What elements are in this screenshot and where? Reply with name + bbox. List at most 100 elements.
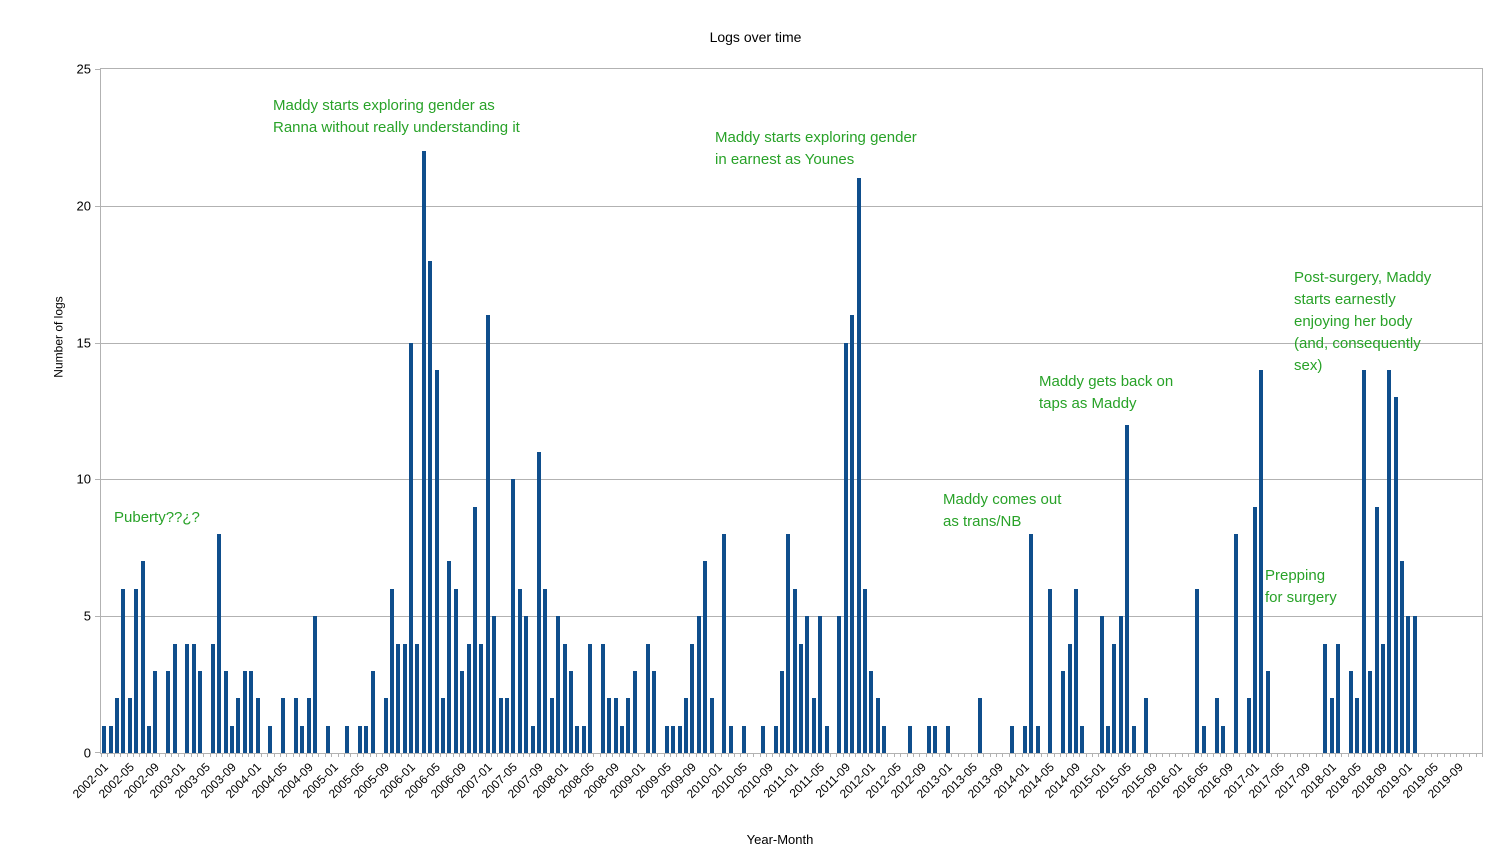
x-axis-tick (522, 753, 524, 757)
x-axis-tick (1162, 753, 1164, 757)
bar (1406, 616, 1411, 753)
bar (479, 643, 484, 753)
x-axis-tick (1194, 753, 1196, 757)
x-axis-tick (606, 753, 608, 757)
x-axis-tick (356, 753, 358, 757)
x-axis-tick (1398, 753, 1400, 757)
bar (447, 561, 452, 753)
bar (703, 561, 708, 753)
bar (1355, 698, 1360, 753)
x-axis-tick (1111, 753, 1113, 757)
y-tick-label: 10 (76, 471, 91, 487)
x-axis-tick (1066, 753, 1068, 757)
x-axis-tick (682, 753, 684, 757)
x-axis-tick (1302, 753, 1304, 757)
y-tick-label: 0 (83, 745, 91, 761)
x-axis-tick (497, 753, 499, 757)
bar (325, 725, 330, 753)
x-axis-tick (580, 753, 582, 757)
x-axis-tick (254, 753, 256, 757)
x-axis-tick (944, 753, 946, 757)
x-axis-tick (1136, 753, 1138, 757)
bar (1125, 424, 1130, 753)
bar (632, 670, 637, 753)
x-axis-tick (1277, 753, 1279, 757)
x-axis-tick (727, 753, 729, 757)
x-axis-tick (650, 753, 652, 757)
x-axis-tick (964, 753, 966, 757)
x-axis-tick (1207, 753, 1209, 757)
x-axis-tick (1360, 753, 1362, 757)
gridline (101, 479, 1482, 481)
y-axis-tick (95, 205, 101, 207)
x-axis-tick (318, 753, 320, 757)
x-axis-tick (561, 753, 563, 757)
x-axis-tick (1015, 753, 1017, 757)
bar (242, 670, 247, 753)
y-tick-label: 15 (76, 335, 91, 351)
bar (1246, 698, 1251, 753)
x-axis-tick (676, 753, 678, 757)
x-axis-tick (701, 753, 703, 757)
x-axis-tick (849, 753, 851, 757)
x-axis-tick (1079, 753, 1081, 757)
y-axis-tick (95, 342, 101, 344)
x-axis-tick (1373, 753, 1375, 757)
x-axis-tick (618, 753, 620, 757)
bar (875, 698, 880, 753)
bar (473, 506, 478, 753)
bar (504, 698, 509, 753)
x-axis-tick (1264, 753, 1266, 757)
bar (907, 725, 912, 753)
x-axis-tick (1028, 753, 1030, 757)
x-axis-tick (1008, 753, 1010, 757)
bar (409, 342, 414, 753)
bar (1368, 670, 1373, 753)
bar (933, 725, 938, 753)
y-axis-title: Number of logs (51, 296, 66, 378)
bar (140, 561, 145, 753)
x-axis-tick (177, 753, 179, 757)
x-axis-tick (1232, 753, 1234, 757)
bar (978, 698, 983, 753)
bar (498, 698, 503, 753)
x-axis-tick (363, 753, 365, 757)
x-axis-tick (132, 753, 134, 757)
y-axis-tick (95, 752, 101, 753)
bar (779, 670, 784, 753)
bar (1035, 725, 1040, 753)
bar (1253, 506, 1258, 753)
x-axis-tick (1315, 753, 1317, 757)
x-axis-tick (1085, 753, 1087, 757)
chart-title: Logs over time (709, 29, 802, 45)
bar (722, 534, 727, 753)
bar (728, 725, 733, 753)
x-axis-tick (804, 753, 806, 757)
plot-area: 0 5 10 15 20 25 2002-01 2002-05 2002-09 2003-01 20… (70, 62, 1483, 801)
x-axis-tick (510, 753, 512, 757)
x-axis-tick (586, 753, 588, 757)
x-axis-tick (1117, 753, 1119, 757)
bar (370, 670, 375, 753)
bar (268, 725, 273, 753)
bar (121, 588, 126, 753)
x-axis-tick (574, 753, 576, 757)
x-axis-tick (1104, 753, 1106, 757)
x-axis-tick (267, 753, 269, 757)
x-axis-tick (446, 753, 448, 757)
x-axis-tick (145, 753, 147, 757)
x-axis-tick (868, 753, 870, 757)
x-axis-tick (1047, 753, 1049, 757)
x-axis-tick (203, 753, 205, 757)
x-axis-tick (535, 753, 537, 757)
bar (460, 670, 465, 753)
bar (1259, 369, 1264, 753)
bar (357, 725, 362, 753)
bar (236, 698, 241, 753)
bar (773, 725, 778, 753)
bar (1380, 643, 1385, 753)
bar (652, 670, 657, 753)
x-axis-tick (324, 753, 326, 757)
bar (1105, 725, 1110, 753)
x-axis-tick (1072, 753, 1074, 757)
